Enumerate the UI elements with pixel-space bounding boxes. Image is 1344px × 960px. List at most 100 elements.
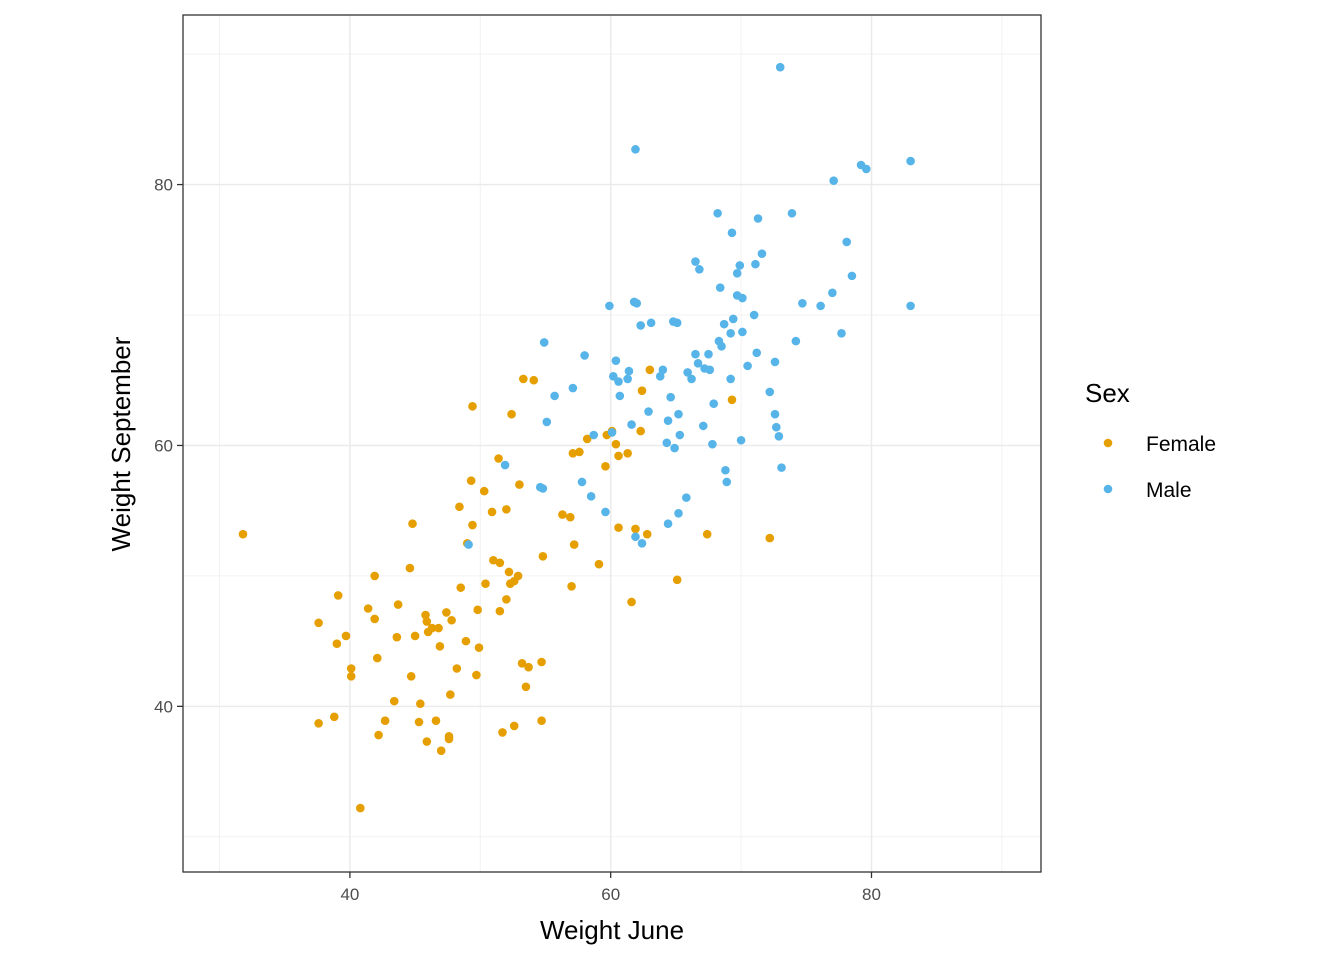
point-male xyxy=(738,293,747,303)
point-female xyxy=(494,454,503,463)
panel-border xyxy=(182,14,1042,873)
point-male xyxy=(568,383,578,393)
major-grid xyxy=(183,15,1041,872)
point-female xyxy=(468,520,477,530)
point-female xyxy=(582,434,592,444)
point-male xyxy=(586,492,596,501)
point-female xyxy=(427,623,437,633)
point-female xyxy=(346,672,356,681)
point-female xyxy=(627,597,636,607)
y-tick-label: 60 xyxy=(154,436,173,455)
point-male xyxy=(687,374,696,384)
point-male xyxy=(631,532,640,542)
point-male xyxy=(847,271,857,281)
point-female xyxy=(405,563,415,573)
point-female xyxy=(537,716,546,725)
point-female xyxy=(422,617,432,626)
point-male xyxy=(738,327,747,337)
legend-key-female xyxy=(1103,438,1113,448)
point-female xyxy=(594,559,604,569)
point-male xyxy=(672,318,682,328)
point-male xyxy=(691,349,700,359)
point-female xyxy=(435,642,445,651)
point-female xyxy=(461,636,471,646)
point-female xyxy=(434,623,443,633)
point-male xyxy=(658,365,668,375)
legend-title: Sex xyxy=(1085,378,1130,408)
point-female xyxy=(502,505,511,514)
point-female xyxy=(474,643,484,652)
point-female xyxy=(436,746,446,755)
point-male xyxy=(743,361,752,371)
point-male xyxy=(705,365,715,375)
point-female xyxy=(356,803,365,813)
point-female xyxy=(370,571,379,581)
x-tick-label: 60 xyxy=(601,885,620,904)
point-male xyxy=(693,358,703,368)
point-female xyxy=(238,529,248,539)
point-male xyxy=(624,366,634,376)
point-female xyxy=(636,426,645,436)
point-female xyxy=(515,480,524,489)
point-female xyxy=(332,639,342,649)
point-male xyxy=(906,301,915,311)
point-male xyxy=(637,538,647,548)
point-male xyxy=(771,422,781,432)
point-male xyxy=(861,164,871,174)
point-female xyxy=(565,512,575,522)
point-male xyxy=(605,301,614,311)
point-male xyxy=(837,328,846,338)
point-female xyxy=(702,529,712,539)
x-axis-ticks: 40 60 80 xyxy=(340,872,881,904)
y-tick-label: 80 xyxy=(154,176,173,195)
point-male xyxy=(828,288,837,298)
y-axis-ticks: 40 60 80 xyxy=(154,176,183,716)
point-male xyxy=(708,439,717,449)
point-female xyxy=(538,552,548,561)
point-male xyxy=(675,430,685,440)
point-male xyxy=(500,460,510,470)
point-female xyxy=(333,591,343,600)
point-female xyxy=(341,631,351,641)
point-male xyxy=(601,507,610,517)
point-female xyxy=(314,718,323,728)
point-male xyxy=(722,477,732,487)
point-female xyxy=(473,605,482,615)
point-male xyxy=(698,421,708,431)
point-male xyxy=(538,484,548,493)
point-female xyxy=(392,632,402,642)
point-female xyxy=(645,365,655,375)
point-male xyxy=(906,156,915,166)
point-female xyxy=(452,664,462,673)
point-male xyxy=(691,257,700,266)
point-male xyxy=(632,298,642,308)
point-male xyxy=(732,268,742,278)
point-male xyxy=(615,391,625,401)
point-male xyxy=(749,310,759,320)
point-male xyxy=(727,228,737,238)
y-axis-title: Weight September xyxy=(106,336,136,551)
point-female xyxy=(614,523,623,532)
point-female xyxy=(509,721,519,731)
point-male xyxy=(682,493,691,502)
point-male xyxy=(816,301,825,311)
point-female xyxy=(727,395,737,405)
point-male xyxy=(798,298,807,308)
point-female xyxy=(408,519,417,529)
point-female xyxy=(414,717,424,727)
point-female xyxy=(431,716,441,725)
point-male xyxy=(611,356,621,365)
point-male xyxy=(666,392,675,402)
legend-key-male xyxy=(1103,484,1113,494)
point-female xyxy=(558,510,567,519)
point-male xyxy=(704,349,713,359)
point-female xyxy=(569,540,579,549)
point-female xyxy=(623,448,632,458)
point-male xyxy=(655,372,665,381)
point-male xyxy=(644,407,653,416)
point-male xyxy=(719,319,729,329)
point-male xyxy=(715,283,725,292)
point-female xyxy=(495,606,505,616)
point-male xyxy=(787,208,797,218)
point-female xyxy=(614,451,623,461)
